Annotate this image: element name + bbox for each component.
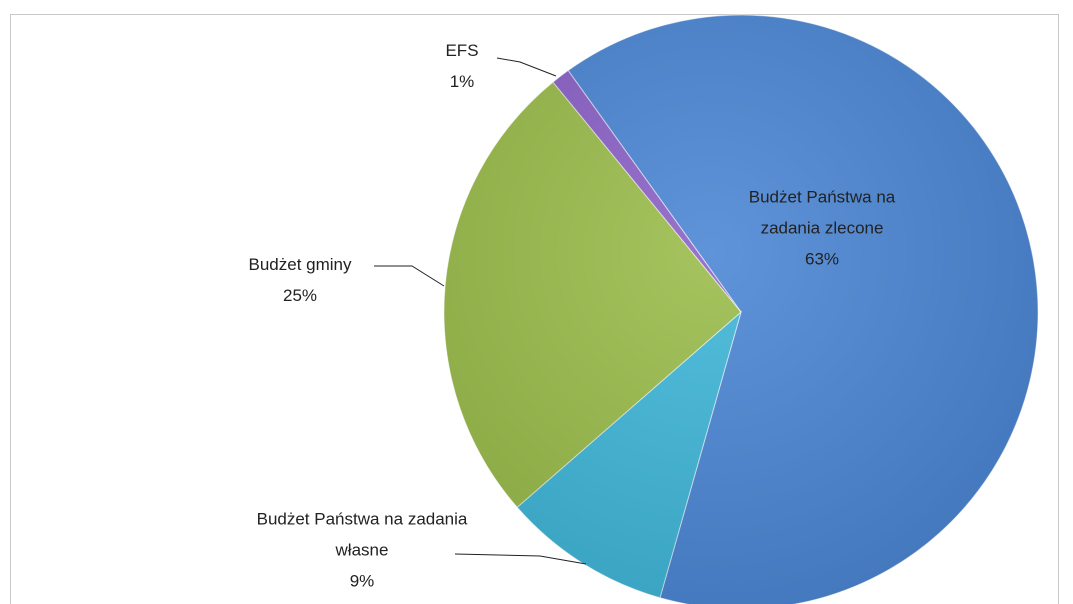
chart-border (10, 14, 1059, 604)
category-label: Budżet Państwa na zadania własne (256, 509, 468, 560)
leader-line (374, 265, 445, 287)
category-label: Budżet Państwa na zadania zlecone (748, 187, 896, 238)
value-label: 1% (449, 72, 475, 91)
value-label: 9% (349, 571, 375, 591)
leader-line (496, 57, 557, 77)
data-label: Budżet Państwa na zadania własne 9% (247, 504, 477, 597)
category-label: Budżet gminy (248, 255, 352, 274)
leader-line (454, 553, 587, 565)
data-label: Budżet Państwa na zadania zlecone 63% (747, 182, 897, 275)
data-label: EFS 1% (422, 35, 502, 97)
value-label: 63% (804, 249, 840, 269)
data-label: Budżet gminy 25% (215, 249, 385, 311)
category-label: EFS (445, 41, 479, 60)
value-label: 25% (282, 286, 318, 305)
